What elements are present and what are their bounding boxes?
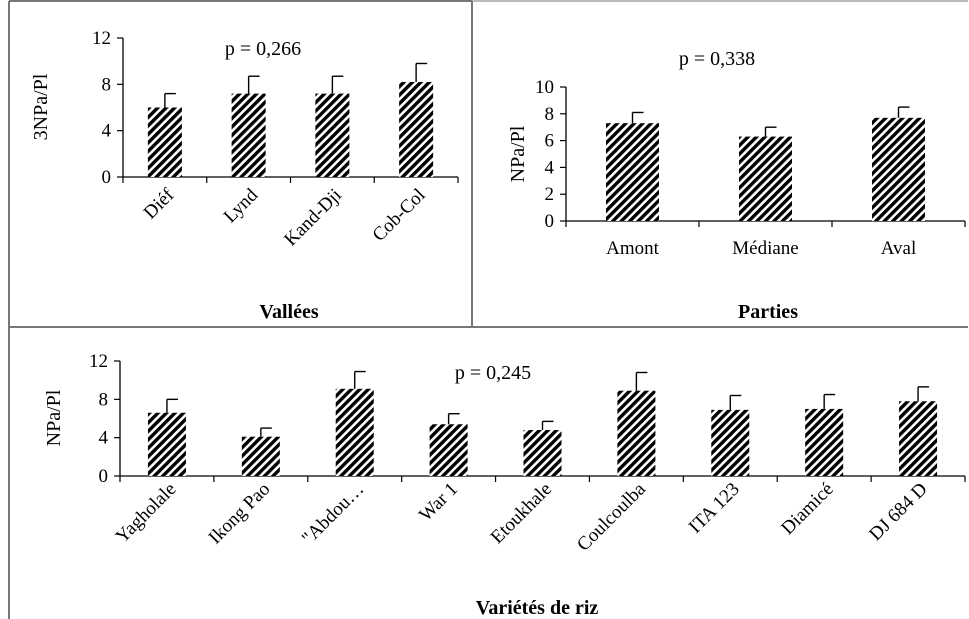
y-tick-label: 8 — [102, 74, 112, 95]
chart-varietes: 0 4 8 12 Yagholale Ikong Pao "Abdou… War 1 Etouk… — [43, 351, 966, 619]
y-tick-label: 4 — [99, 428, 109, 449]
x-category-label: Ikong Pao — [205, 479, 275, 549]
bar — [399, 82, 434, 177]
y-tick-label: 6 — [545, 131, 555, 152]
y-axis-title: NPa/Pl — [43, 389, 65, 446]
x-category-label: Coulcoulba — [573, 478, 650, 555]
y-tick-label: 10 — [535, 77, 554, 98]
bar — [606, 123, 659, 221]
x-axis-title: Vallées — [259, 301, 318, 323]
x-category-label: Etoukhale — [487, 479, 556, 548]
x-category-label: War 1 — [415, 479, 462, 526]
bar — [231, 93, 266, 177]
chart-parties: 0 2 4 6 8 10 Amont Médiane Aval p = 0,338 NPa/Pl Pa… — [507, 48, 966, 323]
bar — [429, 424, 468, 476]
bar — [523, 430, 562, 476]
bar — [335, 388, 374, 476]
bar — [315, 93, 350, 177]
p-value-annotation: p = 0,338 — [679, 48, 755, 70]
x-category-label: Yagholale — [112, 479, 181, 548]
x-category-label: Diamicé — [777, 479, 837, 539]
x-category-label: "Abdou… — [298, 479, 368, 549]
y-tick-label: 8 — [99, 389, 109, 410]
y-tick-label: 4 — [545, 157, 555, 178]
y-tick-label: 4 — [102, 121, 112, 142]
p-value-annotation: p = 0,266 — [225, 38, 301, 60]
panel-borders — [8, 0, 968, 619]
bar — [899, 401, 938, 476]
x-category-label: Amont — [606, 238, 660, 259]
bar — [241, 436, 280, 476]
bar — [147, 107, 182, 177]
x-category-label: Lynd — [220, 184, 263, 227]
x-category-label: DJ 684 D — [865, 479, 931, 545]
bar — [739, 136, 792, 221]
x-category-label: Kand-Dji — [280, 185, 346, 251]
x-axis-title: Variétés de riz — [476, 597, 599, 619]
p-value-annotation: p = 0,245 — [455, 362, 531, 384]
x-category-label: Cob-Col — [369, 185, 430, 246]
y-axis-title: NPa/Pl — [507, 125, 529, 182]
x-category-label: ITA 123 — [685, 479, 744, 538]
x-category-label: Diéf — [140, 184, 179, 223]
y-tick-label: 12 — [92, 28, 111, 49]
bar — [872, 117, 925, 221]
bar — [147, 412, 186, 476]
y-tick-label: 8 — [545, 104, 555, 125]
x-axis-title: Parties — [738, 301, 798, 323]
x-category-label: Aval — [881, 238, 917, 259]
bar — [711, 409, 750, 476]
y-axis-title: 3NPa/Pl — [30, 73, 52, 140]
y-tick-label: 0 — [102, 167, 112, 188]
y-tick-label: 0 — [545, 211, 555, 232]
bar — [805, 408, 844, 476]
y-tick-label: 12 — [89, 351, 108, 372]
chart-vallees: 0 4 8 12 Diéf Lynd Kand-Dji Cob-Col p = 0,266 3NP… — [30, 28, 459, 323]
y-tick-label: 0 — [99, 466, 109, 487]
bar — [617, 390, 656, 476]
x-category-label: Médiane — [732, 238, 798, 259]
y-tick-label: 2 — [545, 184, 555, 205]
